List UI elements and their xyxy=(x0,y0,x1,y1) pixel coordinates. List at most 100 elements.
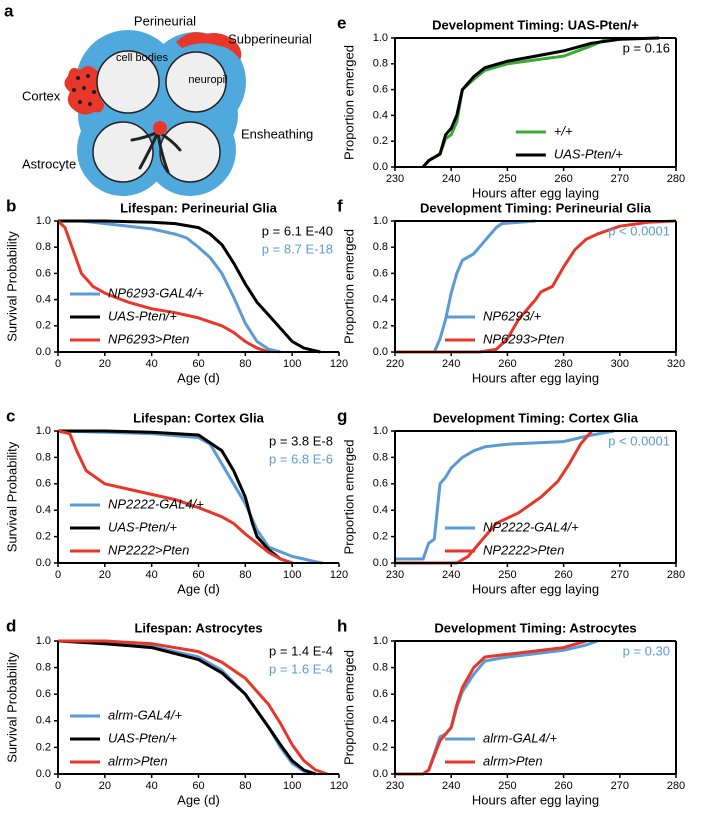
x-axis-label: Age (d) xyxy=(177,581,220,596)
x-tick-label: 320 xyxy=(667,358,685,370)
diagram-label: Astrocyte xyxy=(22,156,76,171)
x-tick-label: 120 xyxy=(330,358,348,370)
series-line xyxy=(395,639,587,776)
x-tick-label: 250 xyxy=(498,780,516,792)
x-axis-label: Hours after egg laying xyxy=(472,581,599,596)
chart-title: Development Timing: Perineurial Glia xyxy=(420,200,652,215)
x-axis-label: Age (d) xyxy=(177,792,220,807)
x-tick-label: 40 xyxy=(146,569,158,581)
x-tick-label: 100 xyxy=(283,780,301,792)
x-tick-label: 260 xyxy=(554,173,572,185)
x-tick-label: 260 xyxy=(554,780,572,792)
y-axis-label: Proportion emerged xyxy=(341,229,356,344)
x-tick-label: 60 xyxy=(192,780,204,792)
y-tick-label: 0.2 xyxy=(373,741,388,753)
chart: b Lifespan: Perineurial Glia Age (d) Surviv… xyxy=(4,196,348,385)
series-line xyxy=(58,429,293,565)
x-tick-label: 40 xyxy=(146,780,158,792)
chart-title: Development Timing: Astrocytes xyxy=(434,620,636,635)
legend-label: NP6293-GAL4/+ xyxy=(108,285,204,300)
legend-label: NP6293>Pten xyxy=(483,331,564,346)
chart: d Lifespan: Astrocytes Age (d) Survival Pro… xyxy=(4,616,348,807)
y-tick-label: 1.0 xyxy=(373,425,388,437)
chart-title: Development Timing: Cortex Glia xyxy=(433,410,639,425)
series-line xyxy=(58,219,321,354)
legend-label: NP2222>Pten xyxy=(108,542,189,557)
y-tick-label: 1.0 xyxy=(36,635,51,647)
annotation: p = 8.7 E-18 xyxy=(262,241,333,256)
chart: e Development Timing: UAS-Pten/+ Hours aft… xyxy=(337,13,685,200)
diagram-label: Perineurial xyxy=(134,13,196,28)
cortex-dots xyxy=(72,74,96,106)
legend-label: NP6293>Pten xyxy=(108,331,189,346)
chart: c Lifespan: Cortex Glia Age (d) Survival Pr… xyxy=(4,406,348,596)
x-tick-label: 0 xyxy=(55,780,61,792)
annotation: p = 0.30 xyxy=(623,643,670,658)
x-tick-label: 120 xyxy=(330,569,348,581)
annotation: p = 1.6 E-4 xyxy=(269,661,333,676)
x-tick-label: 60 xyxy=(192,358,204,370)
y-tick-label: 0.8 xyxy=(373,451,388,463)
legend-label: UAS-Pten/+ xyxy=(554,146,623,161)
y-tick-label: 0.6 xyxy=(373,267,388,279)
x-tick-label: 20 xyxy=(99,569,111,581)
cell-circles xyxy=(92,50,227,183)
x-tick-label: 230 xyxy=(386,780,404,792)
y-tick-label: 0.8 xyxy=(373,58,388,70)
x-tick-label: 270 xyxy=(611,780,629,792)
x-tick-label: 280 xyxy=(667,780,685,792)
x-tick-label: 270 xyxy=(611,569,629,581)
legend-label: +/+ xyxy=(554,123,573,138)
y-tick-label: 0.4 xyxy=(373,294,388,306)
x-tick-label: 220 xyxy=(386,358,404,370)
panel-letter: a xyxy=(4,1,14,20)
y-tick-label: 0.8 xyxy=(36,451,51,463)
y-tick-label: 0.4 xyxy=(373,715,388,727)
y-tick-label: 0.2 xyxy=(373,320,388,332)
legend-label: alrm-GAL4/+ xyxy=(483,730,557,745)
diagram-label: neuropil xyxy=(188,74,227,86)
series-line xyxy=(395,219,536,354)
x-tick-label: 120 xyxy=(330,780,348,792)
y-tick-label: 1.0 xyxy=(373,215,388,227)
legend-label: NP2222>Pten xyxy=(483,542,564,557)
legend-label: NP2222-GAL4/+ xyxy=(483,519,579,534)
x-tick-label: 240 xyxy=(442,780,460,792)
y-tick-label: 0.2 xyxy=(36,320,51,332)
chart: h Development Timing: Astrocytes Hours aft… xyxy=(337,616,685,807)
y-axis-label: Proportion emerged xyxy=(341,650,356,765)
x-tick-label: 230 xyxy=(386,569,404,581)
x-tick-label: 280 xyxy=(667,569,685,581)
series-line xyxy=(58,219,281,354)
series-line xyxy=(57,639,317,776)
legend-label: alrm>Pten xyxy=(483,753,543,768)
series-line xyxy=(57,429,293,565)
annotation: p < 0.0001 xyxy=(608,433,670,448)
y-tick-label: 0.0 xyxy=(373,768,388,780)
annotation: p < 0.0001 xyxy=(608,223,670,238)
diagram-label: Cortex xyxy=(22,88,61,103)
y-tick-label: 0.6 xyxy=(373,478,388,490)
legend-label: alrm-GAL4/+ xyxy=(108,707,182,722)
y-axis-label: Survival Probability xyxy=(4,441,19,552)
chart-title: Lifespan: Astrocytes xyxy=(134,620,262,635)
x-tick-label: 250 xyxy=(498,569,516,581)
y-tick-label: 0.0 xyxy=(373,161,388,173)
x-tick-label: 100 xyxy=(283,569,301,581)
panel-letter: f xyxy=(337,196,343,215)
x-tick-label: 240 xyxy=(442,358,460,370)
y-tick-label: 0.8 xyxy=(373,662,388,674)
y-tick-label: 0.2 xyxy=(373,135,388,147)
y-tick-label: 0.2 xyxy=(36,531,51,543)
x-tick-label: 300 xyxy=(611,358,629,370)
x-tick-label: 240 xyxy=(442,173,460,185)
series-line xyxy=(421,36,660,168)
series-line xyxy=(395,430,593,565)
panel-letter: d xyxy=(6,616,16,635)
x-tick-label: 240 xyxy=(442,569,460,581)
perineurial-glia xyxy=(176,32,242,60)
x-tick-label: 260 xyxy=(554,569,572,581)
y-tick-label: 0.2 xyxy=(373,531,388,543)
y-tick-label: 0.6 xyxy=(36,688,51,700)
y-tick-label: 0.4 xyxy=(373,109,388,121)
